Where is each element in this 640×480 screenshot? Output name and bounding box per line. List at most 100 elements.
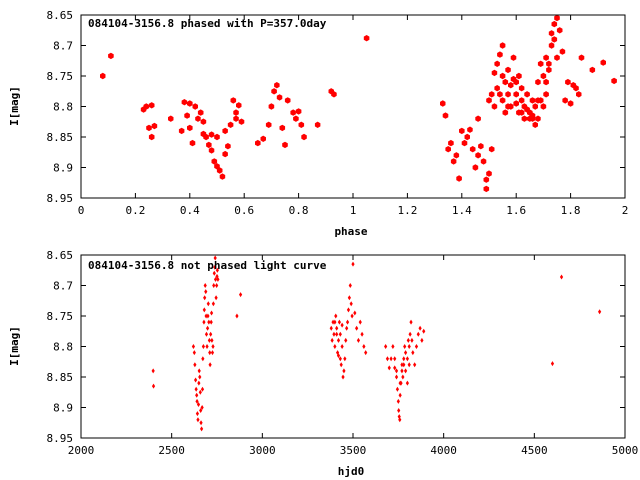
data-point [548,30,555,37]
data-point [398,380,402,386]
data-point [208,350,212,356]
x-tick-label: 5000 [612,444,639,457]
data-point [393,365,397,371]
data-point [236,102,242,109]
data-point [211,158,218,165]
data-point [459,127,465,135]
data-point [497,51,503,58]
x-tick-label: 4000 [430,444,457,457]
data-point [196,401,201,407]
x-tick-label: 2 [622,204,629,217]
x-tick-label: 1.2 [397,204,417,217]
data-point [338,331,342,337]
data-point [192,103,198,110]
data-point [408,331,412,337]
data-point [546,60,552,67]
data-point [551,36,558,43]
data-point [332,331,336,337]
x-tick-label: 0.6 [234,204,254,217]
plot-title: 084104-3156.8 phased with P=357.0day [88,17,327,30]
data-point [108,52,114,60]
data-point [213,276,218,282]
data-point [364,350,368,356]
data-point [403,344,407,349]
data-point [551,20,558,28]
y-tick-label: 8.65 [47,249,74,262]
unphased-light-curve-plot: I[mag] hjd0 2000 2500 3000 3500 4000 4500 5000… [8,249,638,478]
data-point [216,167,223,174]
data-point [589,66,596,74]
data-point [340,322,344,328]
data-point [540,103,547,110]
data-point [227,121,234,128]
data-point [440,100,446,107]
data-point [385,356,390,362]
data-point [216,276,220,282]
data-point [195,392,199,398]
data-point [464,133,470,141]
data-point [398,417,402,423]
data-point [199,426,204,432]
data-point [255,139,261,147]
data-point [193,362,197,368]
data-point [336,353,341,359]
x-tick-label: 0 [78,204,85,217]
data-point [535,115,541,122]
data-point [540,72,547,80]
data-point [191,344,196,349]
data-point [148,102,155,109]
y-tick-label: 8.8 [53,101,73,114]
data-point [265,121,272,128]
data-point [238,292,243,298]
data-point [222,150,228,158]
data-point [284,97,291,104]
data-point [394,374,399,380]
data-point [420,337,424,343]
data-point [505,66,511,74]
plot-title: 084104-3156.8 not phased light curve [88,259,327,272]
data-point [508,82,514,89]
y-tick-label: 8.9 [53,162,73,175]
data-point [209,310,214,316]
data-point [333,319,337,325]
data-point [151,122,158,130]
data-point [387,365,391,371]
data-point [491,69,498,77]
data-point [338,356,342,362]
data-point [407,344,411,349]
data-point [331,91,337,98]
data-point [469,146,476,153]
data-point [331,319,335,325]
data-point [225,143,231,150]
x-tick-label: 1.6 [506,204,526,217]
data-point [505,103,511,110]
data-point [187,124,193,132]
data-point [279,124,286,132]
y-tick-label: 8.7 [53,40,73,53]
data-point [349,301,353,307]
data-point [212,270,216,276]
data-point [298,121,305,128]
data-point [314,121,321,128]
data-point [353,310,357,316]
data-point [394,368,399,374]
data-point [143,103,150,110]
data-point [411,350,415,356]
data-point [573,85,579,92]
data-point [219,173,226,180]
data-point [499,42,506,49]
data-point [518,109,525,116]
data-point [200,386,205,392]
data-point [494,60,500,67]
data-point [532,121,538,128]
x-tick-label: 0.2 [125,204,145,217]
data-point [208,147,215,154]
data-point [532,103,538,110]
data-point [598,309,602,315]
data-point [196,417,200,423]
data-point [475,115,481,122]
data-point [213,264,217,270]
data-point [445,146,451,153]
data-point [198,389,202,395]
